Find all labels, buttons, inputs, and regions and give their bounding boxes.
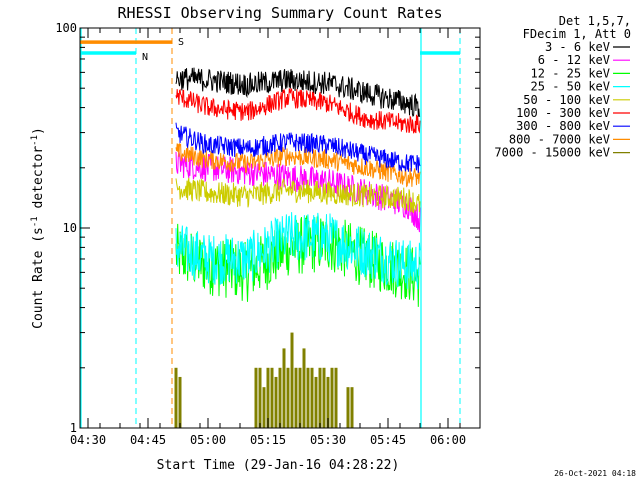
x-tick-label-2: 05:00 xyxy=(190,433,226,447)
olive-spike-4 xyxy=(262,387,266,428)
olive-spike-14 xyxy=(302,348,306,428)
series-line-0 xyxy=(175,67,421,117)
olive-spike-11 xyxy=(290,332,294,428)
x-tick-label-3: 05:15 xyxy=(250,433,286,447)
legend-label-5: 100 - 300 keV xyxy=(516,106,610,120)
y-label-part-1: Count Rate (s xyxy=(31,227,46,329)
legend-label-6: 300 - 800 keV xyxy=(516,119,610,133)
olive-spike-5 xyxy=(266,367,270,428)
axis-layer: 1 10 100 04:30 04:45 05:00 05:15 05:30 05:45 06:0… xyxy=(55,21,481,447)
legend-label-7: 800 - 7000 keV xyxy=(509,132,610,146)
olive-spike-16 xyxy=(310,367,314,428)
legend-label-4: 50 - 100 keV xyxy=(523,93,610,107)
y-tick-label-2: 100 xyxy=(55,21,77,35)
x-tick-label-6: 06:00 xyxy=(430,433,466,447)
flag-label-S: S xyxy=(178,37,184,48)
olive-spike-24 xyxy=(350,387,354,428)
y-tick-label-1: 10 xyxy=(63,221,77,235)
legend-label-1: 6 - 12 keV xyxy=(538,53,610,67)
olive-spike-8 xyxy=(278,367,282,428)
olive-spike-15 xyxy=(306,367,310,428)
legend-label-3: 25 - 50 keV xyxy=(531,80,610,94)
olive-spike-23 xyxy=(346,387,350,428)
y-label-sup-2: -1 xyxy=(30,135,40,146)
x-tick-label-1: 04:45 xyxy=(130,433,166,447)
y-axis-label: Count Rate (s-1 detector-1) xyxy=(30,127,46,329)
x-tick-label-4: 05:30 xyxy=(310,433,346,447)
y-label-part-2: detector xyxy=(31,146,46,217)
series-line-6 xyxy=(175,122,421,173)
footer-timestamp: 26-Oct-2021 04:18 xyxy=(554,469,636,478)
olive-spike-3 xyxy=(258,367,262,428)
x-tick-label-5: 05:45 xyxy=(370,433,406,447)
olive-spike-17 xyxy=(314,376,318,428)
olive-spike-18 xyxy=(318,367,322,428)
legend-header-line-1: Det 1,5,7, xyxy=(559,14,631,28)
series-line-3 xyxy=(175,212,421,290)
olive-spike-9 xyxy=(282,348,286,428)
legend-header-line-2: FDecim 1, Att 0 xyxy=(523,27,631,41)
y-tick-label-0: 1 xyxy=(70,421,77,435)
y-label-part-3: ) xyxy=(31,127,46,135)
olive-spike-10 xyxy=(286,367,290,428)
olive-spike-19 xyxy=(322,367,326,428)
olive-spike-13 xyxy=(298,367,302,428)
plot-layer: NS xyxy=(80,28,461,428)
series-line-4 xyxy=(175,177,421,214)
chart-title: RHESSI Observing Summary Count Rates xyxy=(117,4,442,22)
olive-spike-12 xyxy=(294,367,298,428)
olive-spike-20 xyxy=(326,376,330,428)
legend-label-8: 7000 - 15000 keV xyxy=(494,146,610,160)
olive-spike-2 xyxy=(254,367,258,428)
olive-spike-6 xyxy=(270,367,274,428)
olive-spike-22 xyxy=(334,367,338,428)
y-label-sup-1: -1 xyxy=(30,216,40,227)
series-line-5 xyxy=(175,87,421,134)
x-tick-label-0: 04:30 xyxy=(70,433,106,447)
legend-label-2: 12 - 25 keV xyxy=(531,66,610,80)
flag-label-N: N xyxy=(142,52,148,63)
olive-spike-7 xyxy=(274,376,278,428)
olive-spike-1 xyxy=(178,376,182,428)
x-axis-label: Start Time (29-Jan-16 04:28:22) xyxy=(157,458,400,473)
legend-label-0: 3 - 6 keV xyxy=(545,40,610,54)
olive-spike-0 xyxy=(174,367,178,428)
olive-spike-21 xyxy=(330,367,334,428)
